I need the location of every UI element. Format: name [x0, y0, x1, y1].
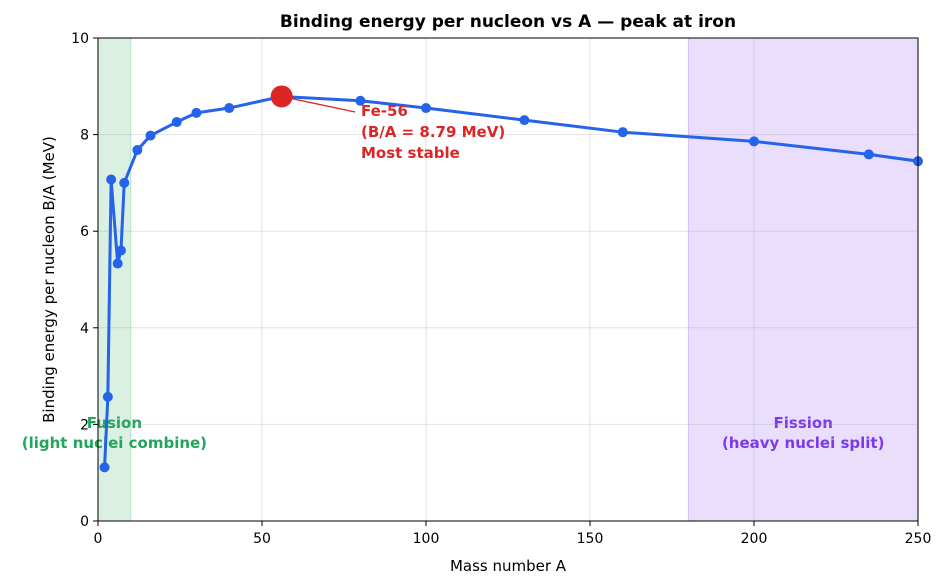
- region-label-1-1: (heavy nuclei split): [722, 434, 885, 452]
- iron-peak-marker: [270, 85, 293, 108]
- annotations: Fe-56 (B/A = 8.79 MeV) Most stable: [270, 85, 505, 162]
- data-point-4: [115, 245, 126, 256]
- data-point-9: [191, 107, 202, 118]
- x-tick-label-1: 50: [253, 531, 271, 547]
- x-tick-label-2: 100: [413, 531, 440, 547]
- region-band-1: [688, 38, 918, 521]
- x-tick-label-0: 0: [94, 531, 103, 547]
- x-axis-label: Mass number A: [450, 557, 567, 575]
- data-point-15: [617, 127, 628, 138]
- shaded-regions: Fusion (light nuclei combine) Fission (heav…: [22, 38, 919, 521]
- region-band-0: [98, 38, 131, 521]
- annotation-label-2: Most stable: [361, 144, 460, 162]
- plot-frame: [97, 37, 919, 522]
- data-point-12: [355, 95, 366, 106]
- data-series: [99, 91, 923, 473]
- data-point-16: [749, 136, 759, 147]
- data-point-7: [145, 130, 156, 141]
- y-tick-label-5: 10: [71, 31, 89, 47]
- y-tick-label-0: 0: [80, 514, 89, 530]
- data-point-1: [102, 391, 113, 402]
- data-point-10: [224, 103, 235, 114]
- x-tick-label-4: 200: [741, 531, 768, 547]
- data-point-0: [99, 462, 110, 473]
- chart-title: Binding energy per nucleon vs A — peak a…: [280, 12, 736, 32]
- annotation-pointer-line: [281, 95, 356, 113]
- region-label-0-0: Fusion: [87, 414, 142, 432]
- y-axis-label: Binding energy per nucleon B/A (MeV): [40, 136, 58, 423]
- data-point-6: [132, 145, 143, 156]
- y-tick-label-4: 8: [80, 128, 89, 144]
- region-label-0-1: (light nuclei combine): [22, 434, 207, 452]
- data-point-3: [112, 258, 123, 269]
- region-label-1-0: Fission: [774, 414, 833, 432]
- x-tick-label-5: 250: [905, 531, 932, 547]
- y-tick-label-2: 4: [80, 321, 89, 337]
- data-point-2: [106, 174, 117, 185]
- data-point-13: [421, 103, 431, 114]
- data-point-14: [519, 115, 530, 126]
- y-tick-label-1: 2: [80, 417, 89, 433]
- data-point-8: [171, 117, 182, 128]
- x-tick-label-3: 150: [577, 531, 604, 547]
- y-tick-label-3: 6: [80, 224, 89, 240]
- annotation-label-0: Fe-56: [361, 102, 408, 120]
- annotation-label-1: (B/A = 8.79 MeV): [361, 123, 505, 141]
- axis-ticks: 0 50 100 150 200 250 0 2 4 6 8 10: [71, 31, 931, 547]
- data-point-5: [119, 177, 130, 188]
- data-point-17: [863, 149, 874, 160]
